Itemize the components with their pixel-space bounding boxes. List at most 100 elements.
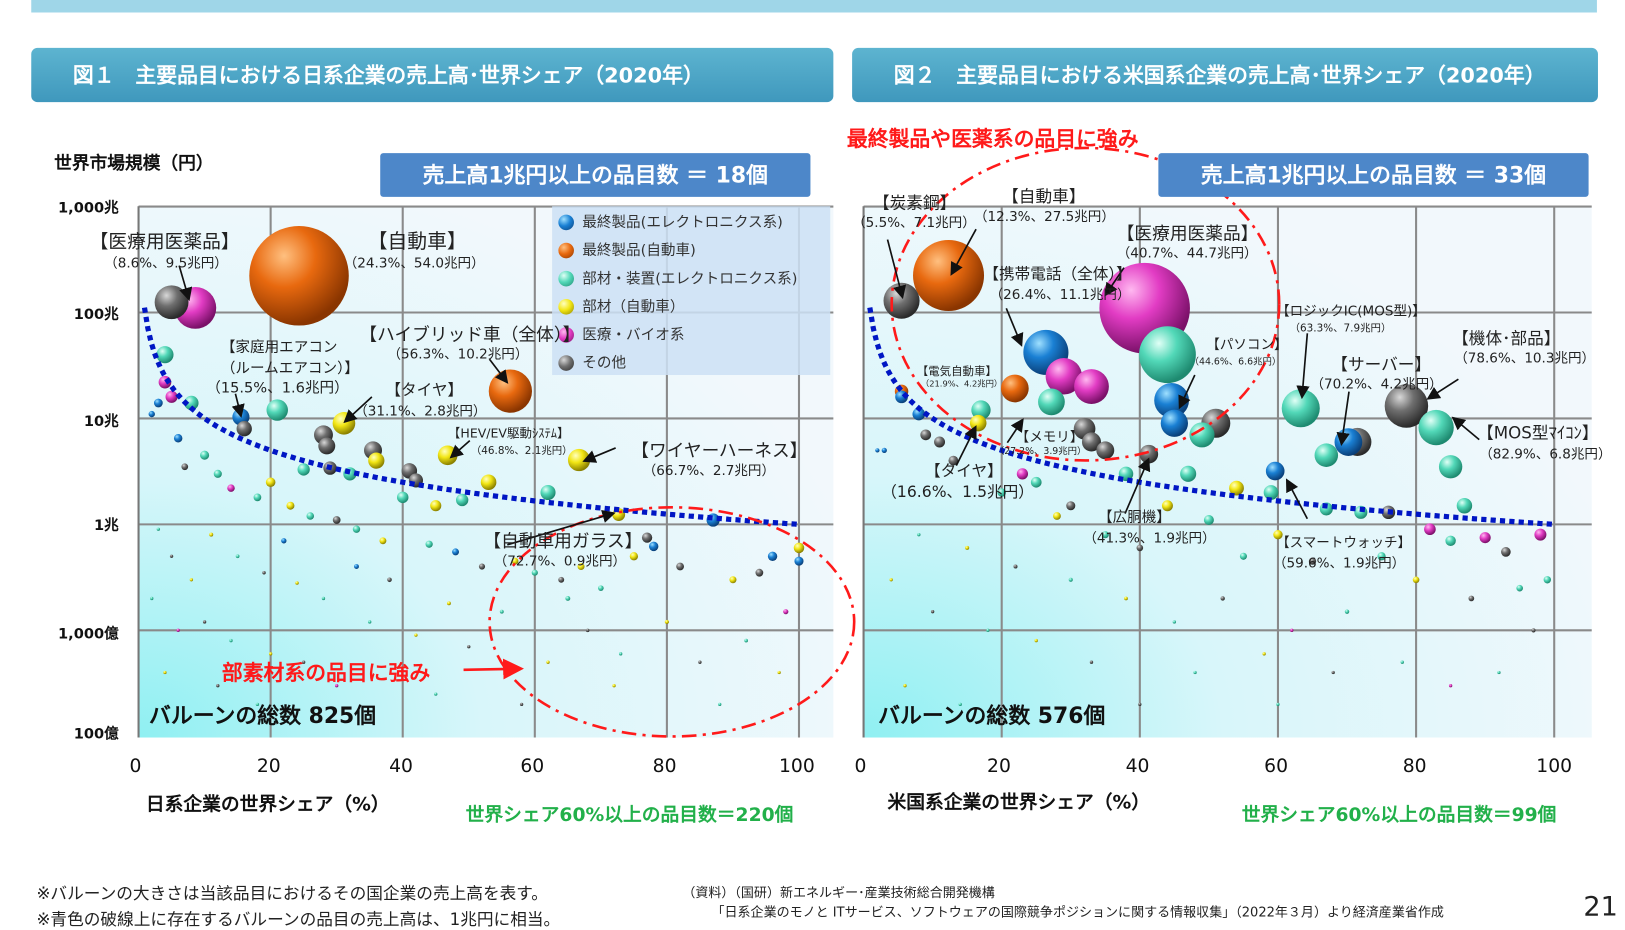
bubble (181, 463, 189, 471)
bubble (1089, 660, 1094, 664)
bubble-value: （40.7%、44.7兆円） (1116, 245, 1258, 262)
bubble (1160, 409, 1188, 437)
legend-swatch-icon (558, 270, 574, 286)
figure2-annotation: 最終製品や医薬系の品目に強み (846, 126, 1139, 152)
bubble (430, 500, 442, 512)
bubble (1030, 476, 1042, 488)
bubble (1096, 441, 1115, 460)
bubble (425, 540, 433, 548)
legend-label: 最終製品(自動車) (582, 242, 696, 260)
labeled-bubble (883, 282, 920, 319)
bubble (971, 400, 991, 420)
bubble (1172, 620, 1177, 624)
bubble (1136, 544, 1144, 552)
legend-swatch-icon (558, 242, 574, 258)
legend-item: 最終製品(エレクトロニクス系) (558, 211, 783, 232)
bubble-label: 【携帯電話（全体）】 (983, 264, 1132, 284)
bubble (618, 652, 623, 656)
legend-label: その他 (582, 355, 627, 372)
bubble-value: （78.6%、10.3兆円） (1454, 351, 1596, 367)
bubble (1262, 652, 1266, 656)
annotation-arrow (463, 658, 524, 680)
bubble (265, 477, 276, 488)
bubble (176, 628, 180, 632)
bubble-label: 【自動車用ガラス】 (483, 531, 643, 553)
bubble (917, 532, 921, 537)
bubble (648, 541, 659, 552)
labeled-bubble (1418, 409, 1454, 446)
bubble (1034, 638, 1038, 643)
bubble (1273, 529, 1283, 540)
bubble (744, 638, 748, 643)
bubble (255, 702, 260, 707)
footnote-2: ※青色の破線上に存在するバルーンの品目の売上高は、1兆円に相当。 (36, 909, 561, 930)
bubble (1138, 702, 1142, 707)
labeled-bubble (1265, 461, 1285, 481)
bubble (165, 390, 178, 403)
bubble (1101, 531, 1109, 539)
bubble (235, 554, 240, 559)
bubble-value: （72.7%、0.9兆円） (493, 554, 627, 570)
x-tick: 60 (1264, 755, 1289, 778)
bubble (213, 469, 222, 478)
bubble-label: 【機体･部品】 (1452, 328, 1561, 348)
legend-item: 医療・バイオ系 (558, 324, 684, 345)
bubble (1331, 670, 1335, 675)
one-trillion-line-1 (141, 307, 799, 527)
bubble (150, 596, 154, 601)
bubble (1220, 596, 1225, 601)
bubble (1412, 576, 1420, 584)
bubble-value: （70.2%、4.2兆円） (1310, 377, 1443, 393)
bubble (478, 563, 486, 570)
bubble (1068, 577, 1073, 582)
bubble (335, 684, 339, 688)
bubble-value: （31.1%、2.8兆円） (354, 404, 487, 420)
bubble (1534, 528, 1547, 541)
bubble (1400, 660, 1404, 664)
x-tick: 20 (256, 755, 281, 778)
source-line-1: （資料）（国研）新エネルギー･産業技術総合開発機構 (682, 884, 995, 901)
bubble (1290, 628, 1294, 633)
bubble (676, 562, 684, 571)
bubble (414, 633, 418, 637)
x-tick: 60 (520, 755, 545, 778)
bubble-value: （24.3%、54.0兆円） (343, 256, 485, 272)
figure2-title: 図２ 主要品目における米国系企業の売上高･世界シェア（2020年） (852, 47, 1598, 103)
bubble (565, 595, 571, 601)
bubble (301, 660, 306, 664)
legend-item: 最終製品(自動車) (558, 240, 696, 261)
bubble (1203, 514, 1214, 526)
bubble-label: 【ワイヤーハーネス】 (631, 440, 808, 462)
bubble-value: （5.5%、7.1兆円） (852, 215, 976, 232)
bubble (379, 537, 387, 545)
bubble (767, 551, 778, 561)
label-arrows (178, 228, 1480, 546)
labeled-bubble (913, 239, 985, 311)
balloon-total-2: バルーンの総数 576個 (878, 703, 1106, 729)
labeled-bubble (437, 445, 458, 466)
bubble (253, 493, 262, 502)
share60-count-1: 世界シェア60%以上の品目数＝220個 (465, 804, 794, 827)
x-axis-title-1: 日系企業の世界シェア（%） (145, 793, 390, 816)
x-tick: 100 (778, 755, 815, 778)
bubble (1263, 485, 1279, 500)
bubble-value: （82.9%、6.8兆円） (1479, 446, 1612, 463)
bubble (467, 645, 471, 649)
bubble (1229, 480, 1244, 496)
bubble (986, 628, 990, 632)
bubble (262, 570, 266, 575)
bubble (934, 436, 946, 448)
bubble (920, 429, 932, 441)
y-tick: 100億 (73, 726, 119, 743)
bubble (236, 421, 252, 437)
bubble (229, 638, 233, 643)
bubbles-1 (148, 226, 805, 707)
bubble (434, 692, 438, 696)
bubble (755, 568, 764, 577)
legend-swatch-icon (558, 214, 574, 230)
bubble (965, 545, 970, 550)
bubble (912, 407, 926, 421)
bubble (295, 581, 299, 585)
bubble-value: （27.2%、3.9兆円） (994, 446, 1087, 458)
